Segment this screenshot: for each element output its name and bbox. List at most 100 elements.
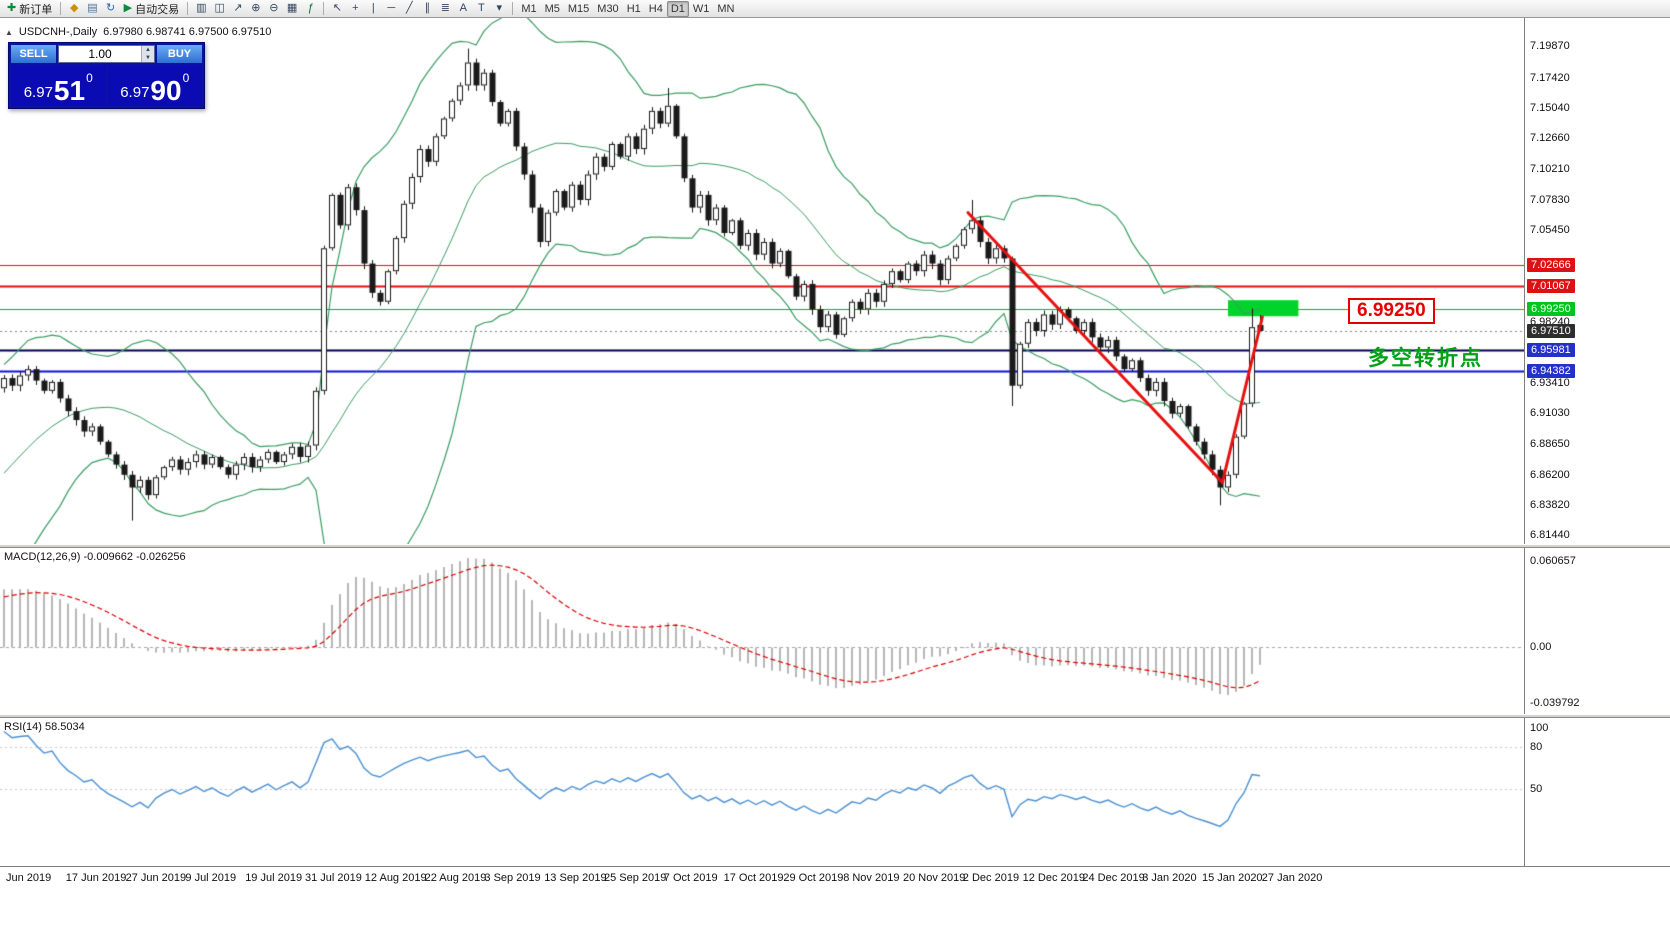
scale-tick: 6.93410 — [1530, 377, 1570, 390]
macd-canvas[interactable] — [0, 548, 1524, 714]
channel-icon: ∥ — [424, 2, 431, 14]
zoom-out-button[interactable]: ⊖ — [265, 1, 283, 17]
timeframe-button-m1[interactable]: M1 — [521, 2, 537, 15]
chart-header: ▲ USDCNH-,Daily 6.97980 6.98741 6.97500 … — [5, 26, 271, 38]
channel-tool-button[interactable]: ∥ — [418, 1, 436, 17]
vertical-line-tool-button[interactable]: | — [364, 1, 382, 17]
rsi-value: 58.5034 — [44, 721, 85, 733]
scale-tick: 80 — [1530, 740, 1543, 753]
shapes-tool-button[interactable]: ▾ — [490, 1, 508, 17]
price-tag: 6.95981 — [1527, 343, 1575, 358]
new-order-icon: ✚ — [7, 2, 17, 14]
timeframe-button-m15[interactable]: M15 — [567, 2, 590, 15]
toolbar-separator — [512, 2, 514, 15]
buy-price-base: 6.97 — [120, 84, 150, 101]
candlestick-chart-icon: ◫ — [214, 2, 225, 14]
bar-chart-mode-button[interactable]: ▥ — [192, 1, 210, 17]
time-axis-label: 3 Sep 2019 — [484, 872, 541, 884]
price-scale[interactable]: 7.19870 7.17420 7.15040 7.12660 7.10210 7.078… — [1524, 18, 1670, 866]
scale-tick: 6.86200 — [1530, 468, 1570, 481]
rsi-canvas[interactable] — [0, 718, 1524, 866]
zoom-in-icon: ⊕ — [251, 2, 261, 14]
turning-point-annotation[interactable]: 多空转折点 — [1368, 347, 1483, 370]
price-chart-canvas[interactable] — [0, 18, 1524, 544]
horizontal-line-tool-button[interactable]: ─ — [382, 1, 400, 17]
price-tag: 6.94382 — [1527, 363, 1575, 378]
scale-tick: 0.060657 — [1530, 554, 1576, 567]
volume-input[interactable] — [59, 46, 141, 62]
scale-tick: 7.12660 — [1530, 132, 1570, 145]
buy-price-sup: 0 — [182, 71, 190, 85]
text-tool-button[interactable]: A — [454, 1, 472, 17]
price-level-annotation[interactable]: 6.99250 — [1348, 298, 1435, 324]
price-tag: 7.02666 — [1527, 258, 1575, 273]
scale-tick: 7.05450 — [1530, 223, 1570, 236]
buy-price-big: 90 — [150, 75, 182, 107]
macd-panel: MACD(12,26,9) -0.009662 -0.026256 — [0, 548, 1524, 714]
timeframe-button-mn[interactable]: MN — [717, 2, 735, 15]
price-tag: 6.97510 — [1527, 323, 1575, 338]
time-axis-label: 8 Nov 2019 — [843, 872, 900, 884]
sell-price-big: 51 — [53, 75, 86, 107]
panel-resize-handle[interactable] — [0, 544, 1670, 548]
time-axis-label: Jun 2019 — [6, 872, 52, 884]
time-axis[interactable]: Jun 2019 17 Jun 2019 27 Jun 2019 9 Jul 2019… — [0, 866, 1670, 944]
line-chart-mode-button[interactable]: ↗ — [229, 1, 247, 17]
data-window-button[interactable]: ▤ — [83, 1, 101, 17]
sell-price[interactable]: 6.97 51 0 — [11, 65, 106, 106]
timeframe-button-w1[interactable]: W1 — [692, 2, 710, 15]
scale-tick: 7.15040 — [1530, 101, 1570, 114]
toolbar-separator — [187, 2, 189, 15]
crosshair-tool-button[interactable]: + — [346, 1, 364, 17]
time-axis-label: 12 Dec 2019 — [1022, 872, 1085, 884]
cursor-tool-button[interactable]: ↖ — [328, 1, 346, 17]
data-window-icon: ▤ — [87, 2, 98, 14]
timeframe-button-d1[interactable]: D1 — [666, 0, 689, 17]
line-chart-icon: ↗ — [233, 2, 243, 14]
text-icon: A — [459, 2, 467, 14]
time-axis-label: 25 Sep 2019 — [604, 872, 667, 884]
timeframe-button-h1[interactable]: H1 — [626, 2, 641, 15]
time-axis-label: 3 Jan 2020 — [1142, 872, 1197, 884]
auto-trading-button[interactable]: ▶ 自动交易 — [120, 1, 183, 17]
volume-increase-button[interactable]: ▲ — [142, 46, 154, 54]
crosshair-icon: + — [352, 2, 359, 14]
macd-name: MACD(12,26,9) — [4, 551, 81, 563]
indicators-icon: ƒ — [307, 2, 314, 14]
time-axis-label: 27 Jun 2019 — [125, 872, 187, 884]
sell-button[interactable]: SELL — [11, 45, 56, 63]
time-axis-label: 17 Oct 2019 — [723, 872, 784, 884]
scale-tick: 7.07830 — [1530, 193, 1570, 206]
new-order-button[interactable]: ✚ 新订单 — [3, 1, 56, 17]
time-axis-label: 19 Jul 2019 — [245, 872, 303, 884]
time-axis-label: 15 Jan 2020 — [1202, 872, 1263, 884]
refresh-button[interactable]: ↻ — [102, 1, 120, 17]
panel-resize-handle[interactable] — [0, 714, 1670, 718]
timeframe-button-h4[interactable]: H4 — [648, 2, 663, 15]
scale-tick: 6.83820 — [1530, 499, 1570, 512]
zoom-in-button[interactable]: ⊕ — [247, 1, 265, 17]
toolbar-separator — [60, 2, 62, 15]
trendline-tool-button[interactable]: ╱ — [400, 1, 418, 17]
timeframe-button-m30[interactable]: M30 — [597, 2, 619, 15]
time-axis-label: 31 Jul 2019 — [305, 872, 362, 884]
one-click-panel-toggle-icon[interactable]: ▲ — [5, 27, 13, 37]
scale-tick: 7.17420 — [1530, 71, 1570, 84]
buy-price[interactable]: 6.97 90 0 — [107, 65, 202, 107]
candlestick-mode-button[interactable]: ◫ — [211, 1, 229, 17]
grid-button[interactable]: ▦ — [283, 1, 301, 17]
time-axis-label: 2 Dec 2019 — [962, 872, 1020, 884]
volume-decrease-button[interactable]: ▼ — [142, 54, 154, 62]
timeframe-button-m5[interactable]: M5 — [544, 2, 560, 15]
time-axis-label: 20 Nov 2019 — [903, 872, 966, 884]
indicators-button[interactable]: ƒ — [301, 1, 319, 17]
one-click-trading-panel: SELL ▲ ▼ BUY 6.97 51 0 6.97 90 0 — [8, 42, 205, 109]
scale-tick: 50 — [1530, 782, 1543, 795]
buy-button[interactable]: BUY — [157, 45, 202, 63]
sell-price-sup: 0 — [86, 71, 93, 85]
market-watch-button[interactable]: ◆ — [65, 1, 83, 17]
text-label-tool-button[interactable]: T — [472, 1, 490, 17]
timeframe-toolbar: M1 M5 M15 M30 H1 H4 D1 W1 MN — [517, 0, 738, 17]
price-chart-panel: ▲ USDCNH-,Daily 6.97980 6.98741 6.97500 … — [0, 18, 1524, 544]
fibonacci-tool-button[interactable]: ≣ — [436, 1, 454, 17]
